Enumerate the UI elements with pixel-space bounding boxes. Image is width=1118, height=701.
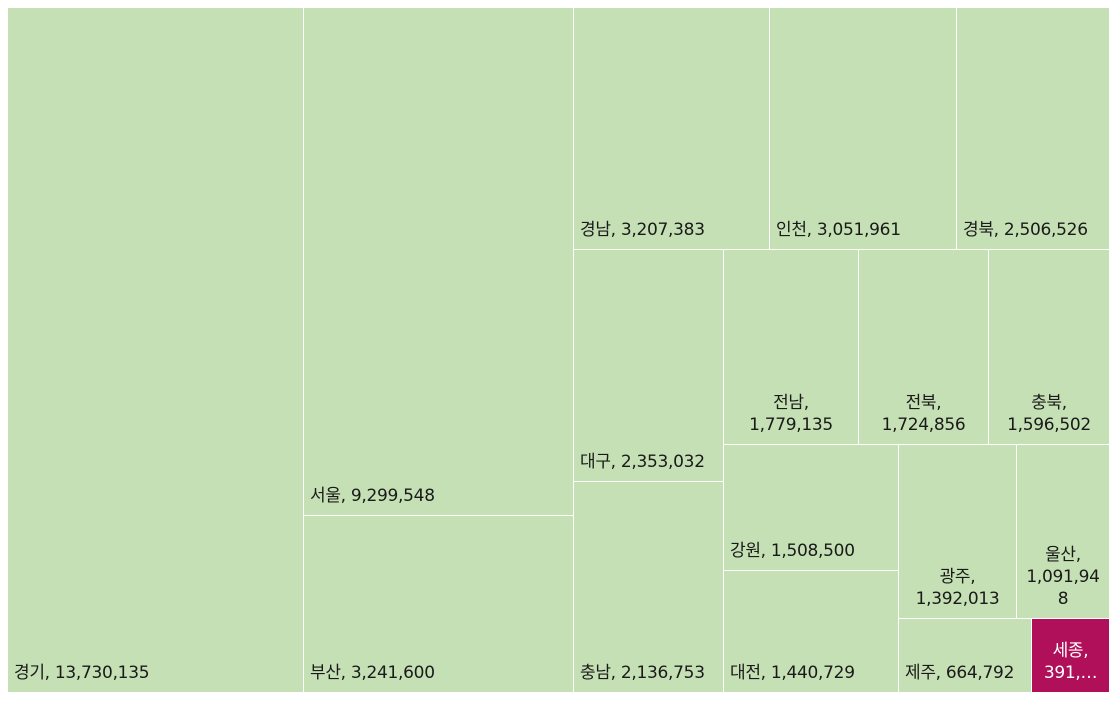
treemap-tile-label: 울산, 1,091,94 8: [1026, 545, 1100, 609]
treemap-tile-6: 경북, 2,506,526: [957, 8, 1110, 250]
treemap-tile-12: 강원, 1,508,500: [724, 445, 899, 571]
treemap-tile-label: 세종, 391,…: [1043, 641, 1098, 683]
treemap-tile-14: 광주, 1,392,013: [899, 445, 1017, 619]
treemap-tile-5: 인천, 3,051,961: [770, 8, 957, 250]
treemap-tile-label: 강원, 1,508,500: [730, 541, 855, 561]
treemap-tile-15: 울산, 1,091,94 8: [1017, 445, 1110, 619]
treemap-tile-8: 충남, 2,136,753: [574, 482, 724, 693]
treemap-tile-label: 충북, 1,596,502: [1007, 393, 1091, 435]
treemap-tile-label: 충남, 2,136,753: [580, 663, 705, 683]
treemap-tile-label: 서울, 9,299,548: [310, 486, 435, 506]
treemap-tile-13: 대전, 1,440,729: [724, 571, 899, 693]
treemap-tile-label: 경남, 3,207,383: [580, 220, 705, 240]
treemap-tile-11: 충북, 1,596,502: [989, 250, 1110, 445]
treemap-tile-1: 경기, 13,730,135: [8, 8, 304, 693]
treemap-tile-label: 전북, 1,724,856: [881, 393, 966, 435]
treemap-tile-label: 대구, 2,353,032: [580, 452, 705, 472]
treemap-tile-label: 경기, 13,730,135: [14, 663, 150, 683]
treemap-tile-9: 전남, 1,779,135: [724, 250, 859, 445]
treemap-tile-label: 광주, 1,392,013: [915, 567, 1000, 609]
treemap-tile-label: 대전, 1,440,729: [730, 663, 855, 683]
treemap-tile-10: 전북, 1,724,856: [859, 250, 989, 445]
treemap-tile-3: 부산, 3,241,600: [304, 516, 574, 693]
treemap-tile-label: 부산, 3,241,600: [310, 663, 435, 683]
treemap-tile-4: 경남, 3,207,383: [574, 8, 770, 250]
treemap-tile-7: 대구, 2,353,032: [574, 250, 724, 482]
treemap-tile-label: 제주, 664,792: [905, 663, 1015, 683]
treemap-tile-label: 경북, 2,506,526: [963, 220, 1088, 240]
treemap-tile-17: 세종, 391,…: [1032, 619, 1110, 693]
treemap-tile-label: 전남, 1,779,135: [749, 393, 833, 435]
treemap-tile-2: 서울, 9,299,548: [304, 8, 574, 516]
treemap-chart: 경기, 13,730,135 서울, 9,299,548 부산, 3,241,600…: [8, 8, 1110, 693]
treemap-tile-16: 제주, 664,792: [899, 619, 1032, 693]
treemap-tile-label: 인천, 3,051,961: [776, 220, 901, 240]
